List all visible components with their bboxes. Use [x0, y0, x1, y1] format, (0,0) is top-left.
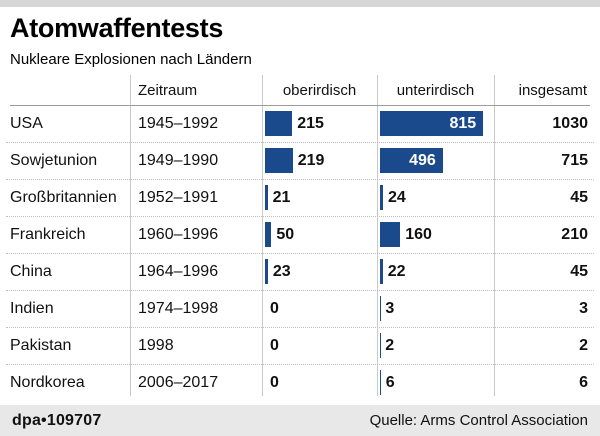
table-row: Indien 1974–1998 0 3 3 [0, 290, 600, 327]
atmospheric-bar [265, 148, 293, 173]
underground-bar [380, 370, 381, 395]
underground-value: 496 [409, 151, 436, 169]
total-value: 1030 [552, 114, 588, 132]
atmospheric-value: 23 [272, 262, 291, 280]
table-row: Großbritannien 1952–1991 21 24 45 [0, 179, 600, 216]
country-label: Indien [10, 299, 54, 317]
total-value: 2 [579, 336, 588, 354]
underground-value: 2 [385, 336, 395, 354]
table-row: USA 1945–1992 215 815 1030 [0, 105, 600, 142]
table-row: Nordkorea 2006–2017 0 6 6 [0, 364, 600, 401]
country-label: Frankreich [10, 225, 86, 243]
period-value: 1998 [138, 336, 174, 354]
country-label: China [10, 262, 52, 280]
column-divider [130, 75, 131, 396]
header-atmospheric: oberirdisch [282, 81, 357, 99]
underground-bar [380, 259, 383, 284]
atmospheric-bar [265, 259, 268, 284]
period-value: 1945–1992 [138, 114, 219, 132]
atmospheric-value: 215 [297, 114, 324, 132]
table-row: Sowjetunion 1949–1990 219 496 715 [0, 142, 600, 179]
underground-bar [380, 222, 401, 247]
period-value: 1964–1996 [138, 262, 219, 280]
period-value: 2006–2017 [138, 373, 219, 391]
underground-bar: 496 [380, 148, 443, 173]
total-value: 6 [579, 373, 588, 391]
table-row: Pakistan 1998 0 2 2 [0, 327, 600, 364]
country-label: Großbritannien [10, 188, 117, 206]
atmospheric-value: 219 [297, 151, 325, 169]
column-divider [262, 75, 263, 396]
total-value: 3 [579, 299, 588, 317]
table-row: Frankreich 1960–1996 50 160 210 [0, 216, 600, 253]
nuclear-tests-table: Zeitraum oberirdisch unterirdisch insges… [0, 75, 600, 401]
period-value: 1974–1998 [138, 299, 219, 317]
underground-value: 6 [385, 373, 395, 391]
column-divider [494, 75, 495, 396]
page-title: Atomwaffentests [10, 13, 224, 43]
row-divider [6, 216, 594, 217]
atmospheric-bar [265, 222, 272, 247]
underground-bar: 815 [380, 111, 484, 136]
header-period: Zeitraum [138, 81, 198, 99]
row-divider [6, 179, 594, 180]
underground-value: 3 [385, 299, 395, 317]
page-subtitle: Nukleare Explosionen nach Ländern [10, 51, 252, 68]
row-divider [6, 327, 594, 328]
underground-value: 22 [387, 262, 406, 280]
period-value: 1949–1990 [138, 151, 219, 169]
total-value: 45 [570, 188, 588, 206]
atmospheric-value: 21 [272, 188, 291, 206]
underground-value: 815 [449, 114, 477, 132]
total-value: 715 [561, 151, 588, 169]
atmospheric-value: 0 [270, 299, 279, 317]
top-strip [0, 0, 600, 7]
header-rule [10, 105, 590, 106]
header-total: insgesamt [518, 81, 587, 99]
table-row: China 1964–1996 23 22 45 [0, 253, 600, 290]
atmospheric-value: 50 [276, 225, 295, 243]
country-label: USA [10, 114, 43, 132]
underground-bar [380, 185, 384, 210]
atmospheric-value: 0 [270, 336, 279, 354]
country-label: Sowjetunion [10, 151, 98, 169]
total-value: 210 [561, 225, 588, 243]
underground-value: 24 [388, 188, 406, 206]
atmospheric-value: 0 [270, 373, 279, 391]
total-value: 45 [570, 262, 588, 280]
atmospheric-bar [265, 111, 293, 136]
atmospheric-bar [265, 185, 268, 210]
period-value: 1960–1996 [138, 225, 219, 243]
country-label: Pakistan [10, 336, 72, 354]
row-divider [6, 290, 594, 291]
header-underground: unterirdisch [396, 81, 475, 99]
period-value: 1952–1991 [138, 188, 219, 206]
underground-value: 160 [405, 225, 432, 243]
row-divider [6, 364, 594, 365]
country-label: Nordkorea [10, 373, 85, 391]
footer-bar: dpa•109707 Quelle: Arms Control Associat… [0, 405, 600, 436]
row-divider [6, 253, 594, 254]
row-divider [6, 142, 594, 143]
dpa-credit: dpa•109707 [12, 411, 102, 429]
source-label: Quelle: Arms Control Association [369, 412, 588, 429]
column-divider [377, 75, 378, 396]
table-header-row: Zeitraum oberirdisch unterirdisch insges… [0, 75, 600, 105]
